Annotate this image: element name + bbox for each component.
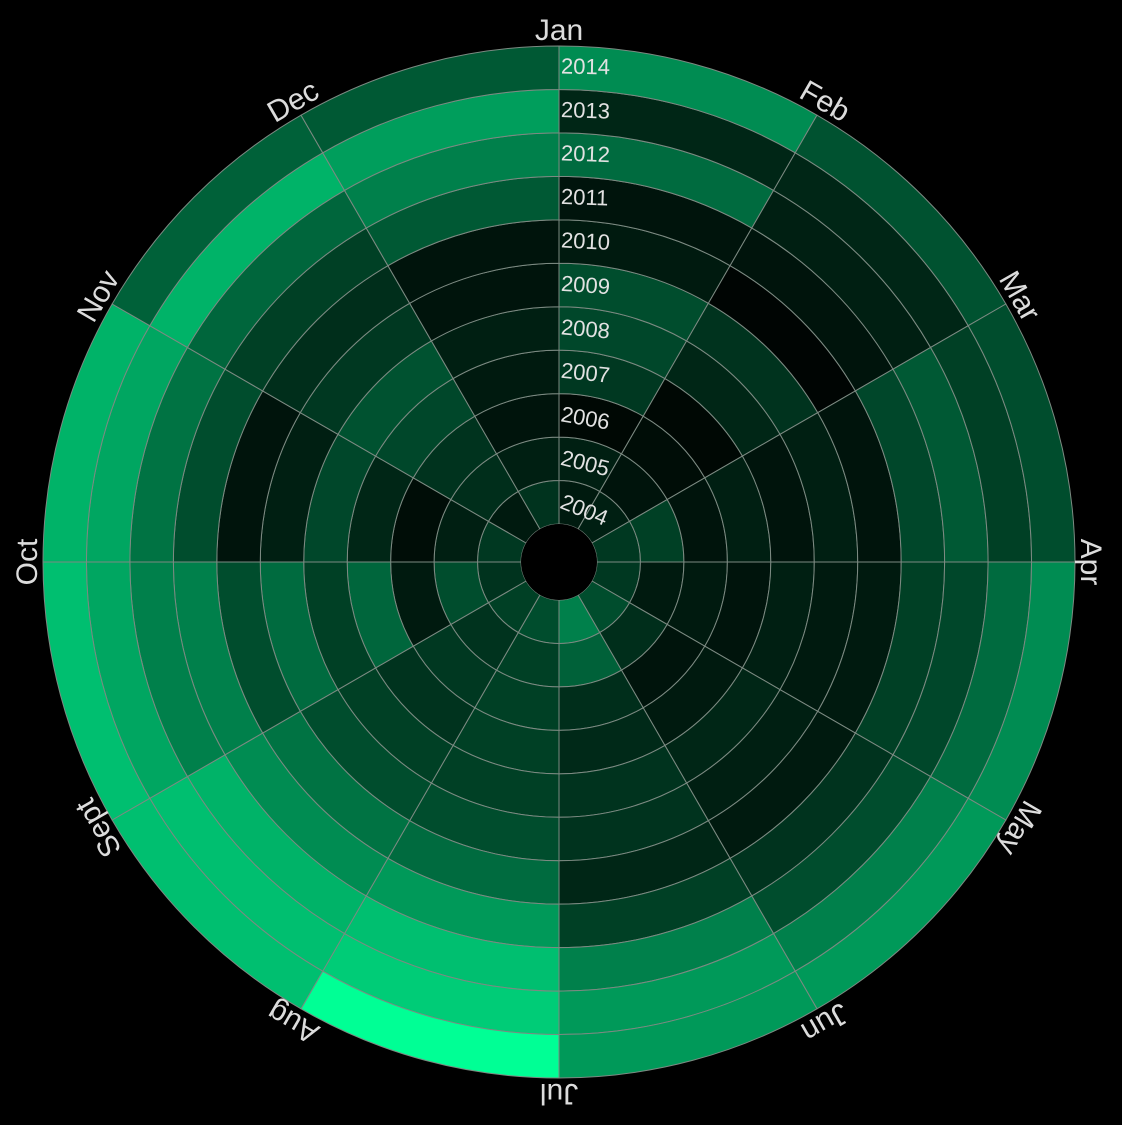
year-label-2014: 2014 [561, 54, 610, 80]
month-label-oct: Oct [11, 538, 44, 585]
heatmap-cells [42, 45, 1076, 1079]
year-label-2013: 2013 [561, 97, 611, 124]
month-label-apr: Apr [1074, 539, 1107, 586]
year-label-2007: 2007 [560, 358, 611, 388]
year-label-2011: 2011 [561, 184, 609, 211]
year-label-2010: 2010 [560, 227, 610, 255]
center-hole [521, 524, 597, 600]
heatmap-cell-2014-dec [300, 45, 560, 154]
month-label-jan: Jan [535, 14, 583, 47]
month-label-jul: Jul [540, 1077, 578, 1110]
year-label-2009: 2009 [560, 271, 611, 299]
year-label-2008: 2008 [560, 314, 611, 343]
year-labels: 2004200520062007200820092010201120122013… [557, 54, 612, 531]
year-label-2012: 2012 [561, 140, 611, 167]
